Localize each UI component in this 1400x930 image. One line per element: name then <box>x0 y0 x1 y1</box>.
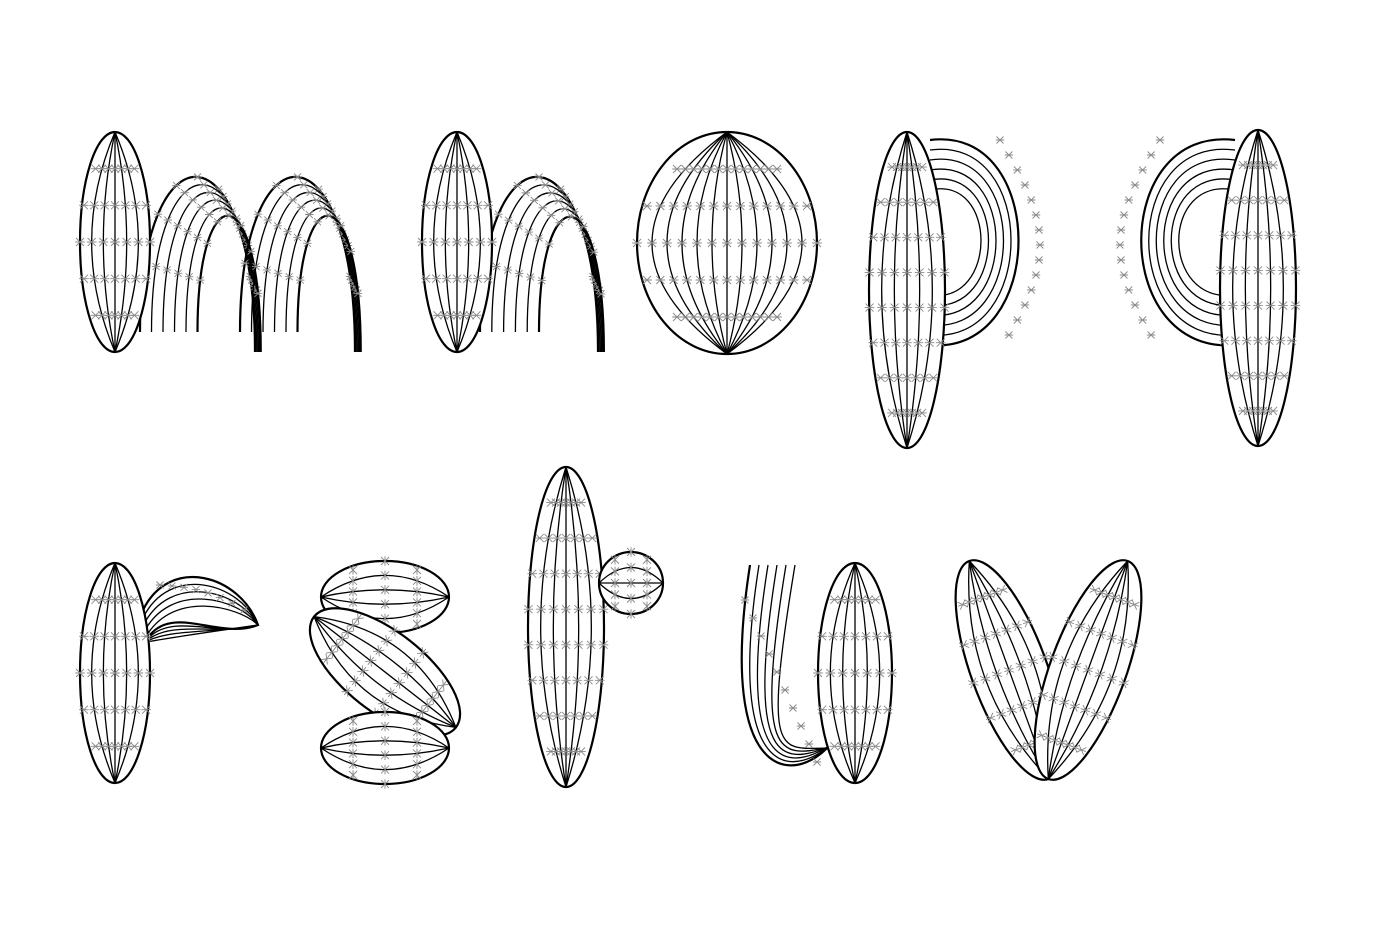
letter-t <box>523 465 665 789</box>
r-branch <box>142 575 260 643</box>
s-bottom-lobe <box>319 707 451 789</box>
letter-r <box>75 561 260 785</box>
letter-q <box>1115 128 1301 448</box>
letter-u <box>740 561 897 785</box>
m-stem <box>75 130 155 354</box>
t-crossbar-bud <box>597 547 665 619</box>
letter-row-m-to-q <box>75 128 1301 450</box>
letter-row-r-to-v <box>75 465 1143 789</box>
p-stem <box>864 130 950 450</box>
q-stem <box>1215 128 1301 448</box>
letter-s <box>308 556 462 789</box>
q-bowl <box>1115 136 1236 347</box>
letter-v <box>954 559 1143 781</box>
r-stem <box>75 561 155 785</box>
u-right-stem <box>813 561 897 785</box>
u-bowl <box>740 564 839 767</box>
letter-p <box>864 130 1045 450</box>
m-second-arch <box>238 173 363 353</box>
letter-m <box>75 130 363 354</box>
o-body <box>632 130 822 356</box>
m-first-arch <box>138 173 263 353</box>
letter-n <box>417 130 606 354</box>
v-right-lobe <box>1033 559 1143 781</box>
t-stem <box>523 465 609 789</box>
p-bowl <box>929 136 1045 347</box>
n-arch <box>478 173 606 353</box>
letter-o <box>632 130 822 356</box>
n-stem <box>417 130 497 354</box>
